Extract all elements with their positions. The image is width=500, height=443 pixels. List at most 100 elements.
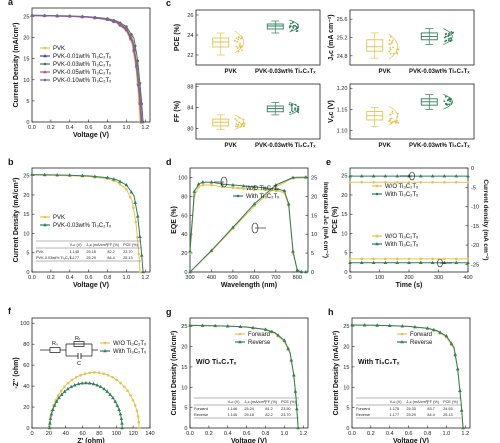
x-axis-label: Voltage (V) <box>231 438 267 443</box>
y-axis-label: Jₛc (mA cm⁻²) <box>328 14 335 60</box>
series-marker-4 <box>138 102 142 106</box>
legend-marker <box>103 349 107 353</box>
x-tick-label: 100 <box>375 275 384 281</box>
box-point <box>241 49 243 52</box>
series-marker-4 <box>135 64 138 68</box>
series-marker-1 <box>93 174 97 178</box>
legend-marker <box>400 340 404 344</box>
box-point <box>448 103 450 106</box>
box-point <box>291 107 293 109</box>
table-header: FF (%) <box>427 400 439 404</box>
box-iqr <box>366 39 384 52</box>
series-marker-0 <box>443 180 446 184</box>
table-cell: 25.18 <box>86 250 96 254</box>
series-marker-1 <box>459 408 464 412</box>
series-marker-1 <box>453 352 458 356</box>
table-cell: 24.93 <box>443 407 453 411</box>
y-tick-label: 15 <box>23 212 29 218</box>
series-marker-1 <box>371 174 376 178</box>
legend-marker <box>375 192 379 196</box>
semicircle-marker-1 <box>59 392 64 396</box>
box-point <box>237 123 240 126</box>
semicircle-marker-0 <box>135 409 139 413</box>
y-tick-label: 1.15 <box>337 107 348 113</box>
series-marker-1 <box>295 406 299 411</box>
box-point <box>240 37 242 40</box>
legend-label: W/O Ti₃C₂Tₓ <box>385 234 418 240</box>
violin-outline <box>234 114 245 130</box>
series-marker-1 <box>274 186 278 191</box>
semicircle-marker-1 <box>76 381 81 386</box>
legend-marker <box>43 223 47 227</box>
series-marker-1 <box>432 327 436 332</box>
legend-label: W/O Ti₃C₂Tₓ <box>246 186 279 192</box>
box-point <box>234 118 237 121</box>
series-marker-3 <box>383 260 388 265</box>
table-cell: 25.29 <box>406 413 416 417</box>
category-label: PVK <box>225 69 238 75</box>
series-marker-1 <box>270 329 274 333</box>
series-marker-1 <box>282 188 287 192</box>
panel-e: e 0 100 200 300 400 0 5 10 15 20 25 -25 -20 -15 -10 -5 0 T… <box>326 157 489 289</box>
x-tick-label: 0.4 <box>386 431 394 437</box>
series-marker-0 <box>125 187 128 191</box>
series-line-1 <box>189 324 299 429</box>
y-tick-label: 0 <box>346 426 349 432</box>
y-tick-label: 25.2 <box>337 36 348 42</box>
box-point <box>448 37 451 40</box>
legend-label: W/O Ti₃C₂Tₓ <box>385 184 418 190</box>
series-marker-1 <box>348 174 352 178</box>
box-point <box>236 125 239 128</box>
series-marker-1 <box>449 341 454 345</box>
x-tick-label: 1.2 <box>461 431 469 437</box>
legend-marker <box>400 332 404 336</box>
legend-label: W/O Ti₃C₂Tₓ <box>113 341 146 347</box>
y-axis-label: FF (%) <box>174 101 181 122</box>
series-marker-1 <box>263 185 267 190</box>
box-point <box>444 33 447 36</box>
box-point <box>389 47 392 49</box>
series-marker-3 <box>291 175 295 179</box>
y-tick-label: 0 <box>471 166 474 172</box>
panel-letter: a <box>8 0 14 7</box>
y-axis-label: EQE (%) <box>171 206 178 234</box>
series-marker-1 <box>286 201 291 206</box>
series-marker-4 <box>132 49 136 52</box>
series-marker-0 <box>454 180 458 184</box>
box-point <box>239 43 241 45</box>
y-tick-label: 80 <box>23 342 29 348</box>
x-tick-label: 120 <box>128 431 137 437</box>
legend-label: PVK-0.10wt% Ti₃C₂Tₓ <box>53 78 111 84</box>
legend-marker <box>375 242 379 246</box>
x-tick-label: 0.0 <box>348 431 356 437</box>
table-header: Jₛc (mA/cm²) <box>244 400 267 404</box>
series-marker-1 <box>438 330 442 334</box>
semicircle-marker-1 <box>102 386 106 391</box>
box-point <box>390 121 392 124</box>
table-header: PCE (%) <box>443 400 459 404</box>
series-marker-1 <box>135 214 140 218</box>
series-marker-3 <box>430 260 435 265</box>
series-marker-1 <box>292 373 296 377</box>
panel-g-frame <box>189 317 309 429</box>
legend-label: Reverse <box>248 340 271 346</box>
box-point <box>294 108 297 111</box>
y-tick-label: 100 <box>20 321 29 327</box>
y-tick-label: 80 <box>181 194 187 200</box>
box-point <box>397 48 400 51</box>
legend-label: Forward <box>248 332 270 338</box>
series-marker-3 <box>348 260 352 265</box>
semicircle-marker-0 <box>88 371 92 375</box>
panel-title: With Ti₃C₂Tₓ <box>358 359 400 366</box>
semicircle-marker-0 <box>137 420 141 424</box>
series-marker-4 <box>30 14 34 17</box>
x-tick-label: 1.2 <box>141 275 149 281</box>
legend-marker <box>43 54 47 58</box>
series-marker-0 <box>134 220 138 224</box>
legend-label: PVK-0.05wt% Ti₃C₂Tₓ <box>53 70 111 76</box>
series-marker-2 <box>454 257 458 261</box>
x-tick-label: 500 <box>228 275 237 281</box>
series-marker-1 <box>238 324 243 328</box>
box-point <box>388 39 391 42</box>
table-cell: Forward <box>194 407 208 411</box>
